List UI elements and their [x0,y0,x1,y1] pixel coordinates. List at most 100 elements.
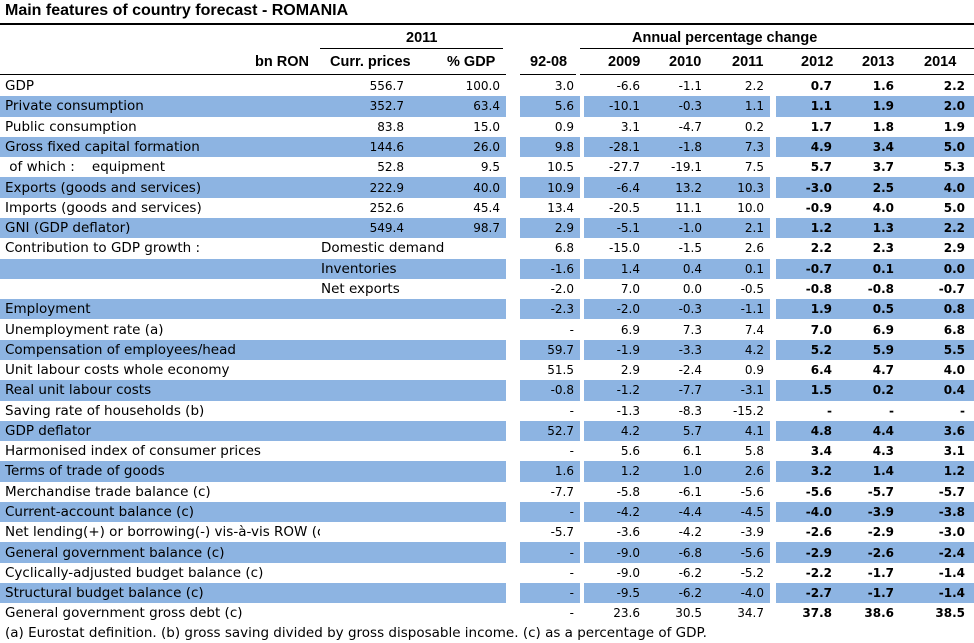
cell-pct-gdp: 45.4 [473,200,500,215]
table-row: Exports (goods and services) 222.9 40.0 10.… [0,177,974,198]
cell-2013: 4.3 [872,444,894,459]
gap-cell [506,542,520,563]
cell-curr-prices: 222.9 [320,177,410,198]
cell-period-avg: 6.8 [554,241,574,256]
gap-cell [580,522,584,543]
cell-2011: -4.5 [708,501,770,523]
gap-cell [770,238,776,259]
header-year-col: 2014 [924,54,957,70]
cell-2009: -6.6 [616,79,640,94]
header-year-col: 2011 [732,54,764,70]
gap-cell [506,380,520,401]
cell-2011: 0.2 [744,119,764,134]
header-rule-annual [580,48,974,49]
row-sublabel: Domestic demand [321,240,445,257]
row-label: Unit labour costs whole economy [5,362,230,379]
cell-2011: 10.0 [737,200,764,215]
row-label: Real unit labour costs [0,380,320,401]
table-row: Terms of trade of goods 1.6 1.2 1.0 2.6 3.2 1.… [0,461,974,482]
cell-2011: 2.2 [744,79,764,94]
cell-2013: -3.9 [838,501,900,523]
table-row: Private consumption 352.7 63.4 5.6 -10.1 -0.3… [0,96,974,117]
cell-2013: 0.1 [838,258,900,279]
table-row: Unemployment rate (a) - 6.9 7.3 7.4 7.0 6.9 6.8 [0,319,974,340]
table-row: Real unit labour costs -0.8 -1.2 -7.7 -3.1 1.… [0,380,974,401]
header-curr-prices: Curr. prices [330,54,411,70]
cell-period-avg: 10.5 [547,160,574,175]
table-row: Net lending(+) or borrowing(-) vis-à-vis… [0,522,974,543]
cell-2009: -3.6 [616,525,640,540]
cell-2014: -3.8 [900,501,974,523]
header-bn-ron: bn RON [255,54,309,70]
cell-period-avg: - [569,444,574,459]
cell-2009: -27.7 [608,160,640,175]
cell-period-avg: 59.7 [520,339,580,360]
table-row: Net exports -2.0 7.0 0.0 -0.5 -0.8 -0.8 -0.7 [0,278,974,300]
cell-2014: 2.9 [943,241,965,256]
cell-2010: -6.8 [646,542,708,563]
cell-2012: 4.9 [776,136,838,158]
cell-2014: -5.7 [938,484,965,499]
cell-pct-gdp [410,401,506,421]
gap-cell [580,380,584,401]
cell-curr-prices: 352.7 [320,96,410,117]
cell-curr-prices [320,501,410,523]
cell-2012: -5.6 [805,484,832,499]
cell-2010: -6.2 [678,565,702,580]
row-label: Structural budget balance (c) [0,583,320,604]
header-year-col: 2012 [801,54,834,70]
cell-2010: -4.4 [646,501,708,523]
gap-cell [770,278,776,300]
cell-2012: 1.5 [776,380,838,401]
gap-cell [770,157,776,178]
header-rule-2011 [320,48,503,49]
cell-2010: -8.3 [678,403,702,418]
header-annual-change: Annual percentage change [632,30,818,46]
cell-curr-prices: 83.8 [377,119,404,134]
cell-2009: 3.1 [620,119,640,134]
cell-2011: 7.4 [744,322,764,337]
gap-cell [580,258,584,279]
cell-curr-prices [320,482,410,502]
gap-cell [506,278,520,300]
gap-cell [580,562,584,584]
cell-pct-gdp [410,563,506,583]
cell-period-avg: 0.9 [554,119,574,134]
cell-2011: -15.2 [732,403,764,418]
gap-cell [580,603,584,624]
cell-curr-prices [320,299,410,320]
cell-period-avg: 10.9 [520,177,580,198]
page-title: Main features of country forecast - ROMA… [5,2,349,19]
cell-2010: -3.3 [646,339,708,360]
cell-2012: 5.7 [810,160,832,175]
gap-cell [770,461,776,482]
cell-2011: 0.9 [744,363,764,378]
row-label: GDP [5,78,34,95]
table-row: GDP deflator 52.7 4.2 5.7 4.1 4.8 4.4 3.6 [0,420,974,442]
cell-2011: -3.9 [740,525,764,540]
gap-cell [506,299,520,320]
cell-2012: -0.8 [805,281,832,296]
cell-2012: 1.1 [776,96,838,117]
cell-curr-prices [320,542,410,563]
cell-2012: -3.0 [776,177,838,198]
cell-pct-gdp [410,461,506,482]
row-label: Harmonised index of consumer prices [5,443,261,460]
cell-2009: -5.1 [584,217,646,239]
gap-cell [580,542,584,563]
cell-2011: -5.6 [708,542,770,563]
cell-2013: 4.7 [872,363,894,378]
cell-2010: 5.7 [646,420,708,442]
gap-cell [770,359,776,381]
cell-2009: 23.6 [613,606,640,621]
cell-2014: 3.1 [943,444,965,459]
cell-2013: -2.6 [838,542,900,563]
gap-cell [580,461,584,482]
row-label: Contribution to GDP growth : [0,238,320,258]
cell-2014: 5.3 [943,160,965,175]
cell-2013: 1.9 [838,96,900,117]
gap-cell [506,217,520,239]
cell-pct-gdp: 100.0 [465,79,500,94]
cell-2014: 2.2 [943,79,965,94]
table-row: Employment -2.3 -2.0 -0.3 -1.1 1.9 0.5 0.8 [0,299,974,320]
